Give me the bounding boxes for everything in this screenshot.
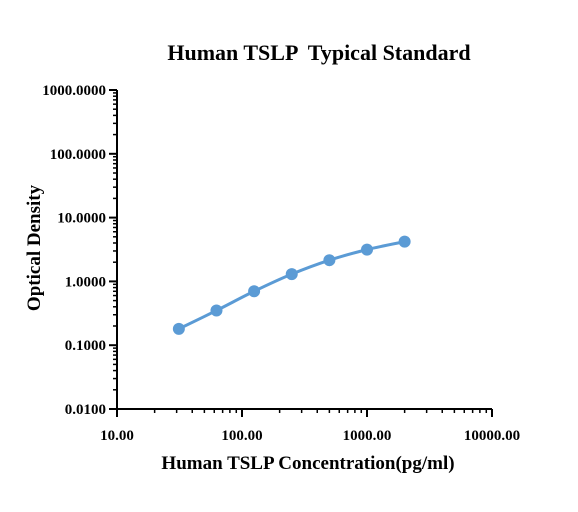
y-axis-title: Optical Density: [24, 184, 45, 311]
y-tick-label: 1.0000: [65, 274, 106, 290]
x-tick-label: 10.00: [100, 428, 134, 444]
x-tick-label: 1000.00: [343, 428, 392, 444]
y-tick-label: 0.0100: [65, 402, 106, 418]
y-tick-label: 10.0000: [57, 211, 106, 227]
data-point: [285, 268, 298, 281]
x-tick-label: 10000.00: [464, 428, 520, 444]
chart-title: Human TSLP Typical Standard: [167, 40, 470, 65]
series-layer: [172, 235, 411, 335]
data-point: [172, 322, 185, 335]
axes: 10.00 100.00 1000.00 10000.00 0.0100 0.1000 1.…: [42, 83, 520, 444]
x-tick-label: 100.00: [221, 428, 262, 444]
data-point: [248, 285, 261, 298]
data-point: [398, 235, 411, 248]
y-tick-label: 1000.0000: [42, 83, 106, 99]
data-point: [323, 254, 336, 267]
y-tick-label: 100.0000: [50, 147, 106, 163]
data-point: [210, 304, 223, 317]
x-axis-title: Human TSLP Concentration(pg/ml): [161, 453, 454, 474]
series-line: [177, 240, 407, 331]
data-point: [361, 243, 373, 256]
y-tick-label: 0.1000: [65, 338, 106, 354]
